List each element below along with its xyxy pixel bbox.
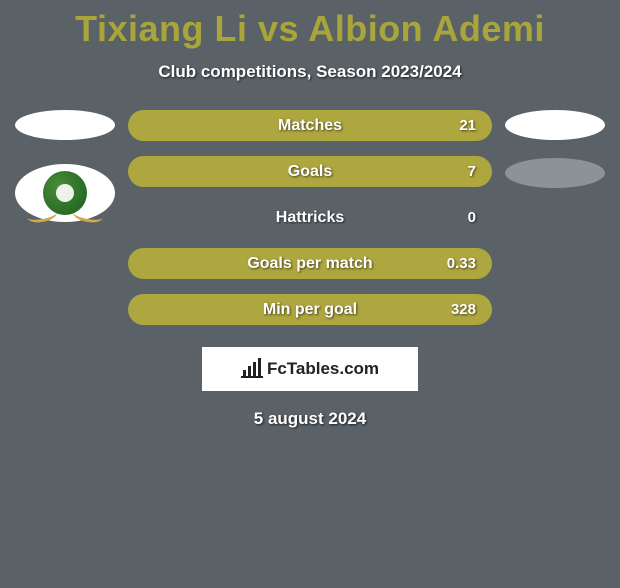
- player1-club-badge: [15, 158, 115, 228]
- source-logo-text: FcTables.com: [267, 359, 379, 379]
- comparison-subtitle: Club competitions, Season 2023/2024: [0, 62, 620, 82]
- stat-bar: Goals per match 0.33: [128, 248, 492, 279]
- stat-bar-value: 0.33: [447, 255, 476, 272]
- stat-bar: Min per goal 328: [128, 294, 492, 325]
- stats-bars: Matches 21 Goals 7 Hattricks 0 Goals per match…: [120, 110, 500, 325]
- stat-bar: Goals 7: [128, 156, 492, 187]
- right-player-column: [500, 110, 610, 188]
- player2-club-placeholder: [505, 158, 605, 188]
- stat-bar-label: Goals per match: [247, 255, 372, 273]
- stat-bar-label: Goals: [288, 163, 332, 181]
- stat-bar-value: 328: [451, 301, 476, 318]
- stat-bar-value: 0: [468, 209, 476, 226]
- bar-chart-icon: [241, 360, 263, 378]
- stat-bar-label: Matches: [278, 117, 342, 135]
- stat-bar-label: Hattricks: [276, 209, 344, 227]
- snapshot-date: 5 august 2024: [0, 409, 620, 429]
- source-logo: FcTables.com: [202, 347, 418, 391]
- player2-avatar-placeholder: [505, 110, 605, 140]
- stat-bar: Hattricks 0: [128, 202, 492, 233]
- club-shield-inner: [56, 184, 74, 202]
- comparison-title: Tixiang Li vs Albion Ademi: [0, 8, 620, 50]
- left-player-column: [10, 110, 120, 228]
- stat-bar-label: Min per goal: [263, 301, 357, 319]
- stat-bar-value: 21: [459, 117, 476, 134]
- content-row: Matches 21 Goals 7 Hattricks 0 Goals per match…: [0, 110, 620, 325]
- stat-bar-value: 7: [468, 163, 476, 180]
- stat-bar: Matches 21: [128, 110, 492, 141]
- player1-avatar-placeholder: [15, 110, 115, 140]
